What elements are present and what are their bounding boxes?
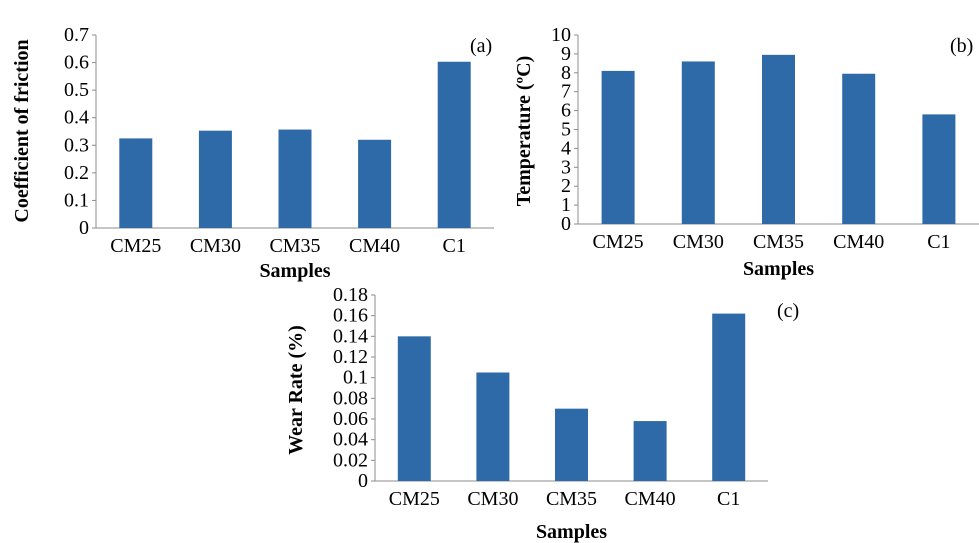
x-axis-title: Samples [259, 260, 330, 282]
y-tick-label: 0 [79, 217, 89, 239]
y-tick-label: 0.04 [333, 429, 368, 451]
x-tick-label: CM25 [593, 231, 644, 253]
panel-label: (c) [777, 300, 799, 322]
y-tick-label: 0.4 [64, 107, 89, 129]
chart-panel-3: 00.020.040.060.080.10.120.140.160.18 CM25… [285, 284, 799, 543]
bar [278, 129, 312, 228]
x-tick-label: C1 [443, 235, 466, 257]
x-tick-label: C1 [717, 488, 740, 510]
y-axis-title: Coefficient of friction [11, 39, 33, 222]
x-tick-label: CM25 [110, 235, 161, 257]
y-tick-label: 0.6 [64, 52, 89, 74]
bar [476, 372, 510, 481]
y-tick-label: 0.14 [333, 325, 368, 347]
y-axis-title: Temperature (ºC) [513, 56, 535, 206]
bar [198, 130, 232, 228]
y-tick-label: 0.1 [343, 367, 368, 389]
y-axis-title: Wear Rate (%) [285, 325, 307, 455]
y-tick-label: 2 [561, 175, 571, 197]
bar [555, 408, 588, 481]
bar [762, 54, 795, 224]
bar [119, 138, 153, 228]
x-tick-label: CM40 [349, 235, 400, 257]
bar [681, 61, 715, 225]
bar [601, 70, 635, 224]
x-tick-label: C1 [927, 231, 950, 253]
bar [397, 336, 431, 481]
y-tick-label: 6 [561, 100, 571, 122]
y-tick-label: 0.7 [64, 24, 89, 46]
x-tick-label: CM40 [833, 231, 884, 253]
y-tick-label: 9 [561, 43, 571, 65]
x-tick-label: CM35 [546, 488, 597, 510]
x-tick-label: CM25 [389, 488, 440, 510]
y-tick-label: 0.18 [333, 284, 368, 306]
y-tick-label: 0.06 [333, 408, 368, 430]
y-tick-label: 0.3 [64, 134, 89, 156]
x-axis-title: Samples [536, 521, 607, 543]
chart-panel-1: 0 0.1 0.2 0.3 0.4 0.5 0.6 0.7 CM25 CM30 CM35 CM40 C1… [11, 24, 494, 282]
bar [922, 114, 956, 224]
y-tick-label: 0.2 [64, 162, 89, 184]
x-tick-label: CM40 [625, 488, 676, 510]
x-tick-label: CM30 [467, 488, 518, 510]
y-tick-label: 1 [561, 194, 571, 216]
y-tick-label: 5 [561, 119, 571, 141]
panel-label: (b) [950, 35, 973, 57]
x-tick-label: CM30 [190, 235, 241, 257]
bar [437, 61, 471, 228]
y-tick-label: 3 [561, 156, 571, 178]
bar [358, 139, 392, 228]
y-tick-label: 10 [551, 24, 571, 46]
y-tick-label: 0.5 [64, 79, 89, 101]
bar [842, 73, 876, 225]
y-tick-label: 7 [561, 81, 571, 103]
y-tick-label: 4 [561, 137, 571, 159]
x-tick-label: CM35 [753, 231, 804, 253]
y-tick-label: 0.16 [333, 305, 368, 327]
bar [712, 313, 746, 481]
y-tick-label: 0.12 [333, 346, 368, 368]
x-tick-label: CM30 [673, 231, 724, 253]
x-axis-title: Samples [743, 258, 814, 280]
y-tick-label: 0.1 [64, 189, 89, 211]
y-tick-label: 8 [561, 62, 571, 84]
y-tick-label: 0.02 [333, 449, 368, 471]
y-tick-label: 0 [358, 470, 368, 492]
y-tick-label: 0 [561, 213, 571, 235]
y-tick-label: 0.08 [333, 387, 368, 409]
bar [633, 421, 667, 481]
panel-label: (a) [470, 35, 492, 57]
x-tick-label: CM35 [269, 235, 320, 257]
